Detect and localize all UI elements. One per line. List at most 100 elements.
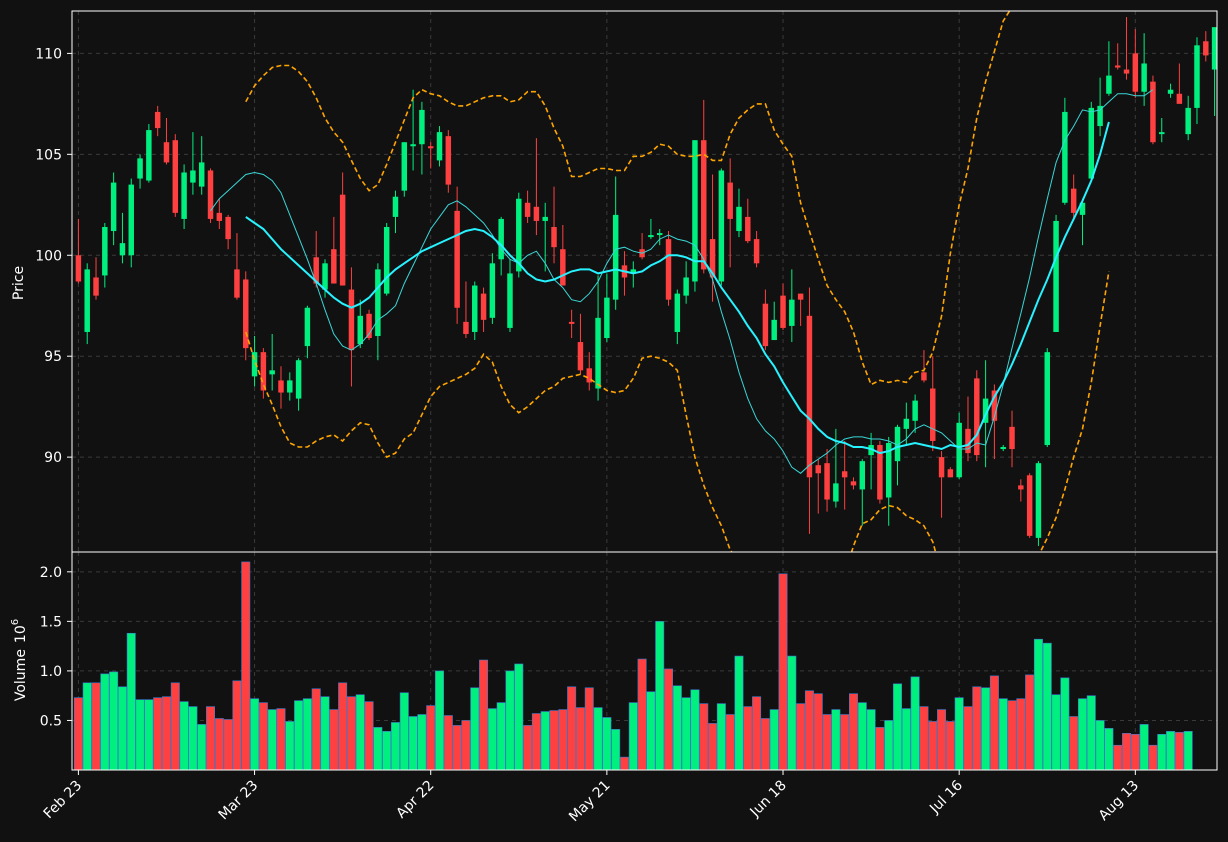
- candle: [912, 394, 918, 433]
- volume-bar: [338, 682, 348, 771]
- volume-bar: [998, 698, 1008, 771]
- price-tick-label: 110: [35, 46, 62, 62]
- candle-body: [1070, 188, 1077, 213]
- candle: [84, 263, 90, 345]
- candle-body: [489, 263, 496, 318]
- candle-body: [1123, 69, 1130, 74]
- candle-body: [665, 239, 672, 300]
- volume-bar: [223, 719, 233, 771]
- candle-body: [401, 142, 408, 191]
- volume-bar: [690, 689, 700, 771]
- candle-body: [507, 273, 513, 328]
- volume-bar: [584, 687, 594, 771]
- candle: [683, 261, 689, 304]
- candle: [921, 350, 927, 383]
- candle-body: [912, 400, 918, 421]
- candle-body: [1167, 89, 1174, 94]
- candle: [850, 477, 857, 490]
- candle-body: [780, 295, 786, 328]
- candle: [701, 99, 707, 274]
- candle-body: [445, 136, 452, 185]
- candle: [198, 136, 205, 195]
- volume-bar: [144, 699, 154, 771]
- candle: [797, 293, 804, 326]
- volume-bar: [505, 670, 515, 771]
- candle-body: [577, 342, 584, 371]
- candle-body: [683, 277, 689, 296]
- candle: [146, 124, 152, 183]
- candle: [454, 186, 460, 324]
- candle: [507, 259, 513, 332]
- volume-bar: [989, 675, 999, 771]
- candle: [172, 134, 179, 217]
- volume-bar: [972, 686, 982, 771]
- candle-body: [1026, 475, 1033, 536]
- candle: [304, 305, 311, 359]
- candle: [718, 168, 725, 286]
- candle-body: [137, 158, 143, 179]
- candle: [1097, 77, 1103, 137]
- candle: [401, 142, 408, 197]
- volume-bar: [100, 673, 110, 771]
- volume-bar: [311, 688, 321, 771]
- candle-body: [1194, 45, 1200, 108]
- candle: [1176, 63, 1183, 104]
- volume-bar: [725, 714, 735, 771]
- volume-bar: [611, 729, 621, 771]
- candle: [339, 172, 346, 286]
- candle-body: [815, 465, 821, 474]
- volume-bar: [461, 720, 471, 771]
- bollinger-upper-line: [245, 11, 1011, 386]
- volume-bar: [232, 680, 242, 771]
- candle-body: [709, 239, 716, 278]
- candle: [612, 176, 619, 310]
- candle: [102, 222, 108, 288]
- candle: [1062, 97, 1068, 205]
- volume-bar: [1139, 724, 1149, 771]
- candle-body: [207, 170, 214, 219]
- candle-body: [375, 269, 381, 337]
- volume-bar: [813, 693, 823, 771]
- candle: [383, 222, 390, 296]
- candle: [436, 126, 443, 167]
- candle-body: [1141, 63, 1147, 92]
- moving-average-line: [245, 121, 1110, 455]
- volume-bar: [531, 713, 541, 771]
- volume-bar: [206, 706, 216, 771]
- candle-body: [850, 481, 857, 486]
- candle: [586, 352, 592, 391]
- candle-body: [348, 289, 355, 351]
- candle: [551, 186, 557, 264]
- candle: [947, 467, 954, 478]
- volume-bar: [1086, 695, 1096, 771]
- volume-bar: [276, 708, 286, 771]
- volume-bar: [796, 703, 806, 771]
- volume-bar: [822, 714, 832, 771]
- candle: [815, 459, 821, 514]
- volume-tick-label: 2.0: [40, 565, 62, 581]
- volume-bar: [514, 663, 524, 771]
- volume-bar: [373, 727, 383, 771]
- candle: [472, 281, 478, 341]
- candle: [375, 263, 381, 361]
- candle-body: [974, 378, 980, 456]
- volume-bar: [1033, 638, 1043, 771]
- candle-body: [93, 277, 99, 296]
- volume-axis-label: Volume106: [10, 619, 29, 701]
- candle-body: [930, 388, 936, 441]
- volume-bar: [1122, 733, 1132, 771]
- volume-bar: [1095, 720, 1105, 771]
- volume-bar: [1016, 698, 1026, 771]
- volume-bar: [1174, 732, 1184, 771]
- candle: [313, 231, 319, 288]
- candle-body: [1150, 81, 1156, 143]
- candle-body: [551, 226, 557, 248]
- volume-bar: [593, 707, 603, 771]
- candle-body: [313, 257, 319, 284]
- candle-body: [287, 380, 293, 393]
- candle: [736, 188, 742, 238]
- volume-bar: [619, 756, 629, 771]
- volume-bar: [769, 709, 779, 771]
- candle: [877, 440, 883, 504]
- candle-body: [745, 216, 751, 242]
